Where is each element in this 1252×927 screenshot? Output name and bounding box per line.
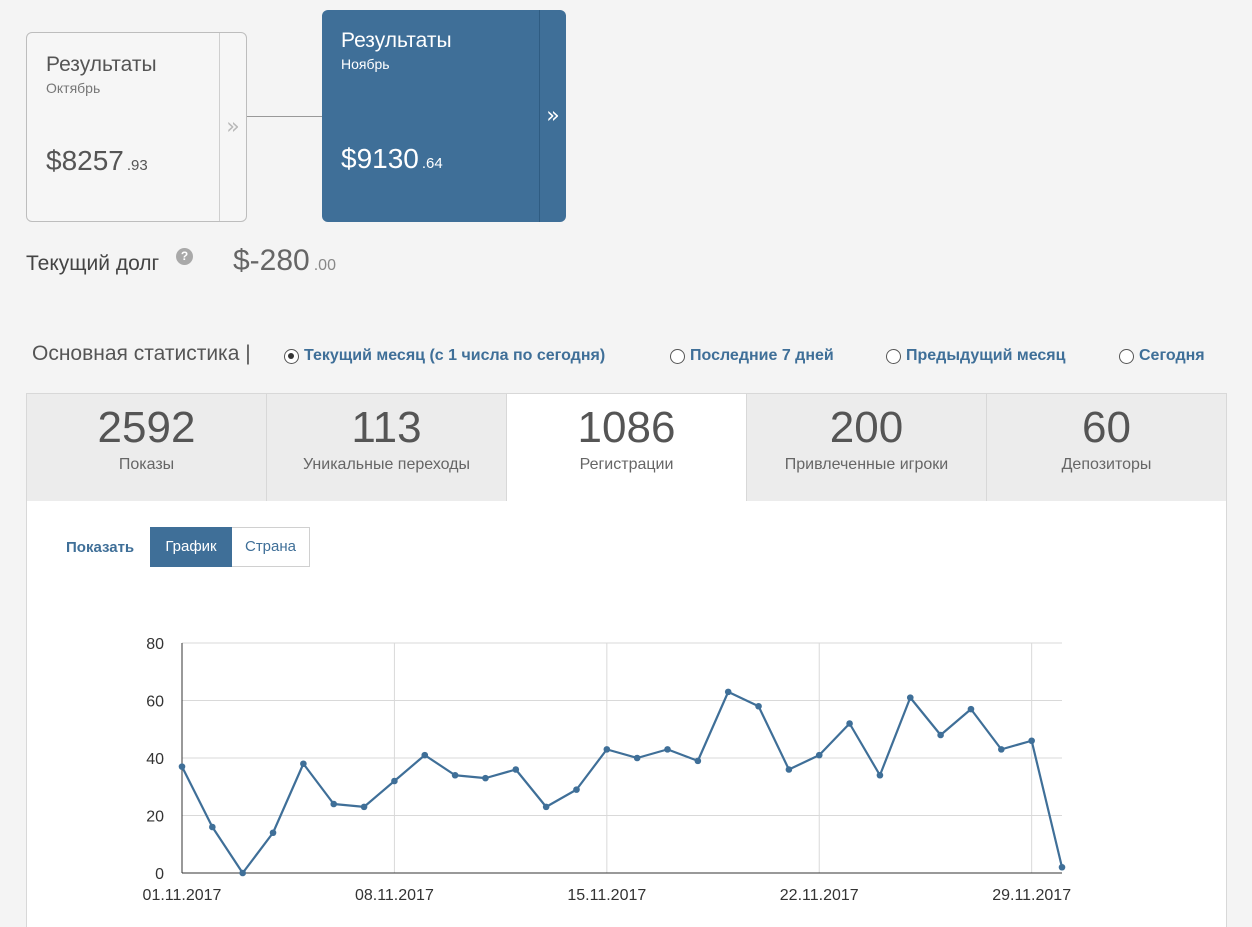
main-stats-title: Основная статистика | — [32, 342, 251, 365]
y-tick-label: 80 — [146, 636, 164, 653]
data-point — [209, 823, 216, 831]
metric-label: Регистрации — [579, 456, 674, 473]
results-card-title: Результаты — [46, 53, 157, 76]
data-point — [876, 771, 884, 779]
period-radio-today[interactable]: Сегодня — [1119, 347, 1205, 365]
data-point — [451, 771, 459, 779]
x-tick-label: 01.11.2017 — [143, 887, 222, 904]
registrations-line-chart: 0 20 40 60 80 01.11.2017 08.11.2017 15.11.2017 2… — [143, 636, 1072, 904]
y-tick-label: 0 — [155, 866, 164, 883]
results-card-amount: $9130.64 — [341, 143, 443, 175]
metric-label: Депозиторы — [1061, 456, 1152, 473]
period-label: Предыдущий месяц — [906, 347, 1066, 364]
amount-dollars: $9130 — [341, 143, 419, 174]
metric-tab-impressions[interactable]: 2592 Показы — [27, 394, 267, 501]
data-point — [815, 751, 823, 759]
x-tick-label: 08.11.2017 — [355, 887, 434, 904]
radio-empty-icon[interactable] — [886, 348, 901, 364]
period-radio-last-7-days[interactable]: Последние 7 дней — [670, 347, 834, 365]
data-point — [239, 869, 246, 877]
series-line — [181, 690, 1064, 875]
radio-selected-icon[interactable] — [284, 348, 299, 364]
data-point — [542, 803, 550, 811]
metric-tab-registrations[interactable]: 1086 Регистрации — [507, 394, 747, 503]
debt-cents: .00 — [313, 257, 336, 274]
y-tick-label: 20 — [146, 809, 164, 826]
data-point — [755, 702, 762, 710]
results-card-november[interactable]: Результаты Ноябрь $9130.64 » — [322, 10, 566, 222]
view-graph-button[interactable]: График — [150, 527, 232, 567]
help-icon[interactable]: ? — [176, 248, 193, 265]
metric-label: Уникальные переходы — [302, 456, 471, 473]
double-chevron-right-icon: » — [546, 103, 560, 129]
data-point — [178, 763, 186, 770]
double-chevron-right-icon: » — [226, 114, 240, 140]
chart-panel: Показать График Страна 0 20 40 60 80 01.11.20… — [26, 501, 1227, 927]
data-point — [998, 746, 1005, 753]
card-connector-line — [247, 116, 322, 117]
data-point — [785, 766, 793, 773]
results-card-amount: $8257.93 — [46, 145, 148, 177]
period-radio-previous-month[interactable]: Предыдущий месяц — [886, 347, 1065, 365]
data-point — [421, 751, 429, 759]
card-next-button[interactable]: » — [219, 33, 246, 221]
metrics-tabs: 2592 Показы 113 Уникальные переходы 1086… — [26, 393, 1227, 503]
debt-dollars: $-280 — [233, 244, 310, 277]
data-point — [633, 754, 641, 762]
data-point — [482, 774, 489, 782]
results-card-month: Октябрь — [46, 80, 101, 96]
metric-label: Показы — [118, 456, 175, 473]
radio-empty-icon[interactable] — [670, 348, 685, 364]
metric-value: 2592 — [97, 403, 196, 452]
x-tick-label: 22.11.2017 — [780, 887, 859, 904]
data-point — [603, 746, 611, 753]
metric-value: 200 — [829, 403, 904, 452]
data-point — [573, 786, 580, 793]
metric-value: 1086 — [577, 403, 676, 452]
y-tick-label: 60 — [146, 694, 164, 711]
metric-tab-depositors[interactable]: 60 Депозиторы — [987, 394, 1226, 501]
results-card-title: Результаты — [341, 29, 452, 52]
data-point — [846, 720, 853, 727]
card-next-button[interactable]: » — [539, 10, 566, 222]
data-point — [937, 731, 944, 739]
data-point — [967, 705, 975, 713]
amount-cents: .93 — [126, 157, 148, 174]
x-tick-label: 29.11.2017 — [992, 887, 1071, 904]
amount-cents: .64 — [421, 155, 443, 172]
data-point — [906, 694, 914, 701]
y-tick-label: 40 — [146, 751, 164, 768]
period-label: Текущий месяц (с 1 числа по сегодня) — [304, 347, 606, 364]
period-radio-current-month[interactable]: Текущий месяц (с 1 числа по сегодня) — [284, 347, 605, 365]
period-label: Последние 7 дней — [690, 347, 834, 364]
data-point — [1028, 737, 1035, 745]
amount-dollars: $8257 — [46, 145, 124, 176]
data-point — [664, 746, 671, 753]
metric-label: Привлеченные игроки — [784, 456, 949, 473]
metric-value: 60 — [1082, 403, 1131, 452]
data-point — [300, 760, 307, 768]
data-point — [512, 766, 520, 773]
data-point — [360, 803, 368, 811]
results-card-october[interactable]: Результаты Октябрь $8257.93 » — [26, 32, 247, 222]
view-country-button[interactable]: Страна — [232, 527, 310, 567]
results-card-month: Ноябрь — [341, 56, 390, 72]
x-tick-label: 15.11.2017 — [567, 887, 646, 904]
data-point — [1058, 863, 1066, 871]
current-debt-label: Текущий долг — [26, 252, 160, 275]
data-point — [724, 688, 732, 696]
metric-tab-players[interactable]: 200 Привлеченные игроки — [747, 394, 987, 501]
data-point — [391, 777, 398, 785]
show-label: Показать — [66, 539, 135, 556]
period-label: Сегодня — [1139, 347, 1205, 364]
data-point — [330, 800, 338, 808]
data-point — [269, 829, 277, 837]
metric-value: 113 — [351, 403, 422, 452]
metric-tab-unique-clicks[interactable]: 113 Уникальные переходы — [267, 394, 507, 501]
data-point — [694, 757, 702, 765]
radio-empty-icon[interactable] — [1119, 348, 1134, 364]
current-debt-value: $-280.00 — [233, 244, 336, 278]
